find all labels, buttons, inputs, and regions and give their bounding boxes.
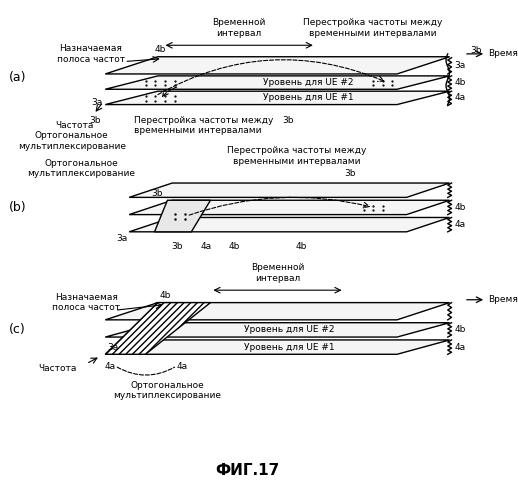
Text: 4b: 4b [160,290,171,300]
Text: 4a: 4a [105,362,116,371]
Polygon shape [129,200,450,214]
Text: 3b: 3b [151,190,163,198]
Text: ФИГ.17: ФИГ.17 [215,462,280,477]
Polygon shape [129,183,450,198]
Text: 4a: 4a [454,342,466,351]
Text: Ортогональное
мультиплексирование: Ортогональное мультиплексирование [18,132,126,151]
Polygon shape [105,302,210,354]
Polygon shape [105,302,450,320]
Text: Уровень для UE #1: Уровень для UE #1 [263,94,354,102]
Text: (b): (b) [8,201,26,214]
Polygon shape [105,91,450,104]
Text: Временной
интервал: Временной интервал [251,263,304,282]
Text: 3b: 3b [344,169,356,178]
Polygon shape [105,322,450,337]
Text: 4a: 4a [454,94,466,102]
Text: Перестройка частоты между
временными интервалами: Перестройка частоты между временными инт… [227,146,366,166]
Text: 4a: 4a [454,220,466,229]
Text: Ортогональное
мультиплексирование: Ортогональное мультиплексирование [27,159,135,178]
Polygon shape [105,76,450,90]
Text: 4b: 4b [296,242,307,252]
Text: 3b: 3b [470,46,482,55]
Text: 3b: 3b [282,116,294,125]
Text: 4a: 4a [176,362,188,371]
Text: Частота: Частота [38,364,77,373]
Text: Перестройка частоты между
временными интервалами: Перестройка частоты между временными инт… [134,116,274,136]
Text: Назначаемая
полоса частот: Назначаемая полоса частот [57,44,125,64]
Text: Время: Время [488,50,518,58]
Text: 3a: 3a [116,234,127,242]
Text: Время: Время [488,295,518,304]
Text: Частота: Частота [55,121,94,130]
Text: Уровень для UE #2: Уровень для UE #2 [264,78,354,87]
Text: Временной
интервал: Временной интервал [212,18,266,38]
Text: Уровень для UE #1: Уровень для UE #1 [244,342,335,351]
Polygon shape [129,218,450,232]
Text: 3a: 3a [91,98,103,107]
Text: 3a: 3a [454,61,466,70]
Text: 3b: 3b [89,116,100,125]
Text: 4b: 4b [454,78,466,87]
Polygon shape [154,200,210,232]
Text: 3a: 3a [107,342,119,351]
Text: Ортогональное
мультиплексирование: Ортогональное мультиплексирование [113,381,221,400]
Text: Перестройка частоты между
временными интервалами: Перестройка частоты между временными инт… [304,18,443,38]
Polygon shape [105,56,450,74]
Polygon shape [105,340,450,354]
Text: 4a: 4a [200,242,211,252]
Text: (c): (c) [9,324,25,336]
Text: 3b: 3b [171,242,183,252]
Text: 4b: 4b [154,45,165,54]
Text: 4b: 4b [454,203,466,212]
Text: (a): (a) [8,72,26,85]
Text: 4b: 4b [454,326,466,334]
Text: 4b: 4b [229,242,240,252]
Text: Уровень для UE #2: Уровень для UE #2 [244,326,335,334]
Text: Назначаемая
полоса частот: Назначаемая полоса частот [52,293,120,312]
